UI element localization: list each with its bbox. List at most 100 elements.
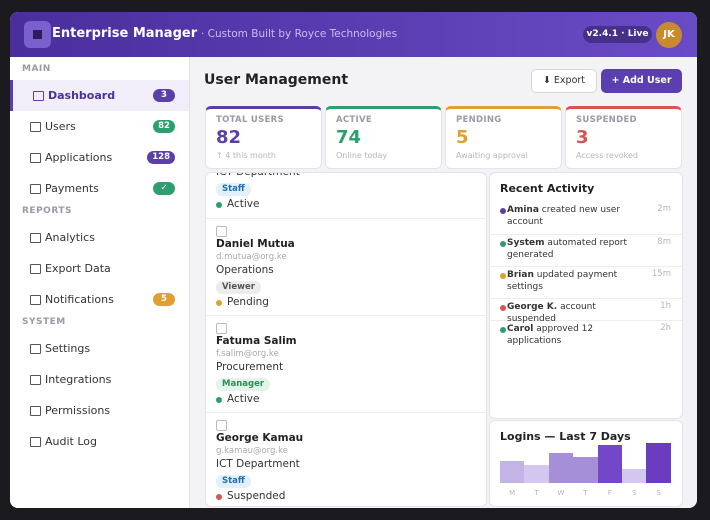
add-user-button[interactable]: + Add User <box>601 69 682 93</box>
status-dot <box>216 494 222 500</box>
activity-desc: account suspended <box>507 302 596 324</box>
nav-item[interactable]: Payments ✓ <box>10 173 189 204</box>
user-email: g.kamau@org.ke <box>216 446 288 456</box>
activity-panel: Recent Activity Amina created new user a… <box>489 172 683 419</box>
row-checkbox[interactable] <box>216 323 227 334</box>
day-label: T <box>583 489 588 497</box>
activity-row: Amina created new user account 2m <box>490 202 682 235</box>
nav-item[interactable]: Settings <box>10 333 189 364</box>
nav-icon <box>30 295 41 305</box>
nav-icon <box>30 437 41 447</box>
activity-text: George K. account suspended <box>507 301 647 325</box>
nav-label: Permissions <box>45 404 111 417</box>
logo <box>24 21 51 48</box>
activity-text: Brian updated payment settings <box>507 269 647 293</box>
activity-row: Brian updated payment settings 15m <box>490 267 682 299</box>
user-row: ICT Department Staff Active <box>206 172 486 218</box>
activity-dot <box>500 208 506 214</box>
activity-desc: automated report generated <box>507 238 628 260</box>
header: Enterprise Manager · Custom Built by Roy… <box>10 12 697 57</box>
nav-item[interactable]: Integrations <box>10 364 189 395</box>
user-name: Fatuma Salim <box>216 335 297 347</box>
nav-item[interactable]: Audit Log <box>10 426 189 457</box>
user-status: Suspended <box>227 490 286 502</box>
day-label: S <box>656 489 661 497</box>
row-checkbox[interactable] <box>216 420 227 431</box>
section-label: SYSTEM <box>22 317 66 327</box>
avatar[interactable]: JK <box>656 22 682 48</box>
nav-icon <box>30 406 41 416</box>
activity-desc: created new user account <box>507 205 621 227</box>
user-status: Active <box>227 198 260 210</box>
activity-time: 2m <box>657 204 671 214</box>
nav-item[interactable]: Export Data <box>10 253 189 284</box>
nav-badge: 5 <box>153 293 175 306</box>
nav-label: Integrations <box>45 373 112 386</box>
user-list: ICT Department Staff Active Daniel Mutua d.m… <box>205 172 487 507</box>
nav-label: Dashboard <box>48 89 116 102</box>
nav-icon <box>30 122 41 132</box>
login-bar <box>622 469 647 483</box>
login-bar <box>646 443 671 483</box>
nav-label: Users <box>45 120 76 133</box>
nav-item[interactable]: Analytics <box>10 222 189 253</box>
day-label: S <box>631 489 637 497</box>
stat-label: PENDING <box>456 115 502 125</box>
user-status: Pending <box>227 296 269 308</box>
stat-value: 82 <box>216 127 242 148</box>
role-badge: Manager <box>216 378 271 391</box>
nav-label: Settings <box>45 342 91 355</box>
user-row: George Kamau g.kamau@org.ke ICT Department… <box>206 412 486 506</box>
app-screen: Enterprise Manager · Custom Built by Roy… <box>10 12 697 508</box>
nav-badge: ✓ <box>153 182 175 195</box>
stat-card: TOTAL USERS 82 ↑ 4 this month <box>205 106 322 169</box>
nav-badge: 128 <box>147 151 175 164</box>
stat-note: Awaiting approval <box>456 151 528 160</box>
nav-item[interactable]: Permissions <box>10 395 189 426</box>
nav-item[interactable]: Notifications 5 <box>10 284 189 315</box>
activity-text: System automated report generated <box>507 237 647 261</box>
app-title: Enterprise Manager <box>52 26 198 41</box>
nav-label: Payments <box>45 182 99 195</box>
user-department: ICT Department <box>216 172 300 178</box>
activity-row: System automated report generated 8m <box>490 235 682 267</box>
nav-icon <box>30 153 41 163</box>
day-label: M <box>509 489 516 497</box>
nav-badge: 3 <box>153 89 175 102</box>
role-badge: Viewer <box>216 281 261 294</box>
user-department: Operations <box>216 264 274 276</box>
app-subtitle: · Custom Built by Royce Technologies <box>201 28 398 40</box>
nav-label: Applications <box>45 151 113 164</box>
activity-dot <box>500 273 506 279</box>
stat-note: Online today <box>336 151 388 160</box>
activity-desc: updated payment settings <box>507 270 618 292</box>
login-bar <box>573 457 598 483</box>
sidebar: MAIN Dashboard 3 Users 82 Applications 128 Paym… <box>10 57 190 508</box>
activity-text: Carol approved 12 applications <box>507 323 647 347</box>
nav-icon <box>30 264 41 274</box>
nav-item[interactable]: Applications 128 <box>10 142 189 173</box>
nav-item[interactable]: Dashboard 3 <box>10 80 189 111</box>
activity-actor: Carol <box>507 324 534 334</box>
user-name: George Kamau <box>216 432 304 444</box>
day-label: W <box>557 489 565 497</box>
row-checkbox[interactable] <box>216 226 227 237</box>
activity-time: 2h <box>660 323 671 333</box>
activity-time: 1h <box>660 301 671 311</box>
stat-label: SUSPENDED <box>576 115 637 125</box>
activity-row: Carol approved 12 applications 2h <box>490 321 682 346</box>
login-bar <box>500 461 525 483</box>
user-email: f.salim@org.ke <box>216 349 279 359</box>
nav-item[interactable]: Users 82 <box>10 111 189 142</box>
login-bar <box>597 445 622 483</box>
export-button[interactable]: ⬇ Export <box>531 69 597 93</box>
stat-card: PENDING 5 Awaiting approval <box>445 106 562 169</box>
nav-label: Notifications <box>45 293 114 306</box>
logo-icon <box>33 30 42 39</box>
day-label: F <box>607 489 612 497</box>
section-label: REPORTS <box>22 206 72 216</box>
version-pill: v2.4.1 · Live <box>583 26 652 43</box>
user-row: Fatuma Salim f.salim@org.ke Procurement Man… <box>206 315 486 412</box>
stat-note: ↑ 4 this month <box>216 151 276 160</box>
